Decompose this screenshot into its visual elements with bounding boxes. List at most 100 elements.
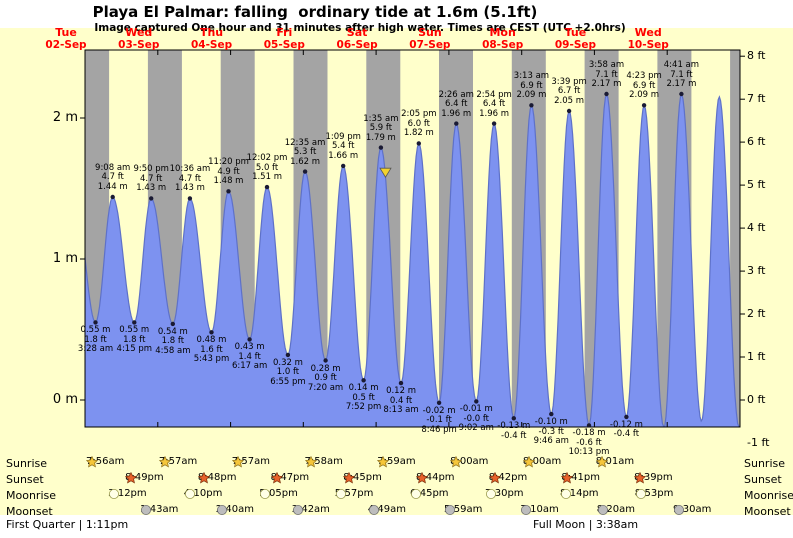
high-tide-annotation: 1:35 am 5.9 ft 1.79 m [349, 114, 413, 144]
high-tide-meters: 1.79 m [365, 132, 396, 143]
high-tide-annotation: 3:13 am 6.9 ft 2.09 m [499, 72, 563, 101]
high-tide-feet: 5.9 ft [369, 123, 393, 134]
sunset-icon [416, 472, 428, 484]
moonrise-entry: 8:53pm [635, 488, 674, 499]
tide-extreme-dot [474, 399, 479, 404]
day-of-week: Wed [634, 26, 662, 39]
day-label: Thu 04-Sep [177, 27, 247, 52]
astro-row-label-right: Moonset [744, 505, 791, 518]
low-tide-annotation: 0.14 m 0.5 ft 7:52 pm [332, 384, 396, 413]
high-tide-annotation: 2:05 pm 6.0 ft 1.82 m [387, 110, 451, 139]
low-tide-feet: 1.8 ft [161, 336, 185, 347]
high-tide-feet: 4.9 ft [217, 166, 240, 177]
day-label: Sat 06-Sep [322, 26, 392, 52]
y-axis-label-feet: 3 ft [747, 264, 766, 278]
low-tide-time: 4:15 pm [116, 344, 152, 355]
high-tide-time: 2:05 pm [401, 109, 437, 120]
low-tide-time: 3:28 am [77, 344, 114, 355]
sunrise-time: 7:58am [304, 456, 343, 467]
high-tide-meters: 2.05 m [554, 95, 585, 106]
high-tide-time: 4:23 pm [626, 71, 662, 82]
high-tide-meters: 1.48 m [213, 176, 244, 187]
moonrise-icon [335, 489, 346, 499]
high-tide-meters: 1.43 m [136, 183, 167, 194]
high-tide-annotation: 9:50 pm 4.7 ft 1.43 m [119, 165, 183, 194]
phase-first-quarter: First Quarter | 1:11pm [6, 518, 129, 531]
low-tide-meters: -0.12 m [609, 419, 643, 430]
low-tide-meters: -0.18 m [572, 428, 606, 439]
plot-frame [84, 49, 741, 428]
low-tide-time: 9:46 am [533, 436, 569, 447]
sunrise-time: 8:00am [450, 456, 489, 467]
low-tide-annotation: 0.54 m 1.8 ft 4:58 am [141, 327, 205, 357]
sunrise-time: 8:00am [522, 456, 562, 467]
y-axis-label-meters: 1 m [52, 251, 78, 266]
sunrise-icon [595, 456, 608, 468]
sunset-entry: 8:39pm [634, 472, 673, 484]
sunrise-icon [231, 456, 244, 468]
tide-extreme-dot [641, 103, 647, 108]
low-tide-feet: -0.4 ft [501, 430, 527, 441]
low-tide-meters: -0.10 m [534, 417, 568, 428]
moonset-icon [445, 505, 455, 515]
high-tide-time: 3:39 pm [551, 76, 587, 87]
sunrise-entry: 7:58am [304, 456, 343, 468]
high-tide-time: 4:41 am [663, 60, 700, 71]
day-label: Mon 08-Sep [468, 27, 538, 52]
day-date: 02-Sep [45, 39, 87, 51]
tide-extreme-dot [454, 121, 459, 126]
high-tide-annotation: 12:02 pm 5.0 ft 1.51 m [235, 154, 299, 183]
sunrise-entry: 8:01am [595, 456, 634, 468]
tide-extreme-dot [491, 121, 497, 126]
tide-extreme-dot [566, 108, 572, 114]
moonrise-icon [184, 489, 195, 499]
sunrise-icon [377, 456, 390, 468]
high-tide-meters: 1.66 m [328, 150, 359, 161]
high-tide-annotation: 12:35 am 5.3 ft 1.62 m [273, 138, 337, 168]
moonset-entry: 7:10am [520, 504, 558, 515]
low-tide-feet: -0.4 ft [613, 429, 640, 440]
day-date: 05-Sep [263, 39, 305, 51]
sunset-entry: 8:47pm [270, 472, 309, 484]
high-tide-time: 2:54 pm [476, 89, 512, 100]
tide-extreme-dot [132, 320, 137, 325]
high-tide-meters: 2.17 m [666, 79, 697, 90]
tide-extreme-dot [302, 169, 308, 174]
moonset-time: 3:42am [291, 504, 330, 515]
high-tide-feet: 7.1 ft [670, 69, 693, 80]
moonrise-entry: 8:14pm [560, 488, 599, 499]
moonset-icon [674, 505, 684, 515]
tide-extreme-dot [361, 378, 366, 383]
low-tide-annotation: 0.48 m 1.6 ft 5:43 pm [180, 336, 244, 365]
low-tide-time: 5:43 pm [193, 354, 230, 365]
low-tide-meters: 0.12 m [386, 386, 416, 397]
tide-extreme-dot [511, 416, 516, 421]
tide-extreme-dot [604, 91, 609, 97]
day-of-week: Tue [564, 26, 587, 39]
tide-extreme-dot [264, 184, 270, 190]
day-label: Sun 07-Sep [395, 27, 465, 52]
astro-row-label-left: Sunrise [6, 457, 48, 470]
high-tide-feet: 4.7 ft [139, 173, 163, 184]
low-tide-feet: 1.0 ft [276, 367, 300, 378]
high-tide-feet: 7.1 ft [595, 69, 618, 80]
high-tide-time: 3:13 am [513, 71, 550, 82]
sunset-time: 8:42pm [488, 472, 528, 483]
moonrise-icon [109, 489, 120, 499]
low-tide-meters: 0.28 m [310, 363, 341, 374]
y-axis-label-feet: -1 ft [747, 435, 770, 449]
sunset-time: 8:44pm [416, 472, 455, 483]
moonrise-time: 4:10pm [183, 488, 223, 499]
low-tide-annotation: 0.32 m 1.0 ft 6:55 pm [256, 358, 320, 388]
sunset-icon [561, 472, 574, 484]
day-of-week: Sat [346, 26, 368, 39]
day-date: 09-Sep [554, 39, 597, 51]
moonset-entry: 5:59am [444, 504, 482, 515]
moonset-icon [368, 505, 379, 515]
sunrise-entry: 8:00am [522, 456, 562, 468]
low-tide-feet: -0.0 ft [463, 413, 489, 424]
moonrise-icon [260, 489, 271, 499]
high-tide-feet: 6.9 ft [520, 80, 543, 91]
